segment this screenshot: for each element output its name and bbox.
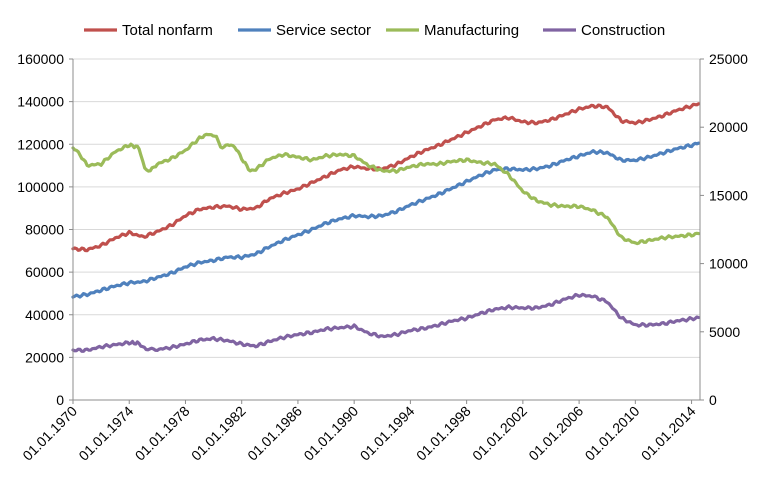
legend-label: Construction: [581, 22, 665, 39]
y-tick-label: 160000: [17, 51, 64, 67]
y-tick-label: 40000: [25, 307, 64, 323]
x-tick-label: 01.01.2002: [469, 403, 530, 464]
y-tick-label: 0: [56, 392, 64, 408]
y2-tick-label: 10000: [709, 256, 748, 272]
series-line-total-nonfarm: [71, 102, 701, 253]
series-line-construction: [71, 292, 701, 353]
legend-label: Total nonfarm: [122, 22, 213, 39]
y2-tick-label: 25000: [709, 51, 748, 67]
x-tick-label: 01.01.1974: [75, 403, 136, 464]
y-tick-label: 120000: [17, 136, 64, 152]
y-tick-label: 140000: [17, 94, 64, 110]
series-line-service-sector: [71, 141, 701, 299]
x-tick-label: 01.01.1978: [132, 403, 193, 464]
x-tick-label: 01.01.1970: [19, 403, 80, 464]
y-tick-label: 20000: [25, 349, 64, 365]
y2-tick-label: 20000: [709, 119, 748, 135]
y-tick-label: 80000: [25, 222, 64, 238]
legend-label: Manufacturing: [424, 22, 519, 39]
x-tick-label: 01.01.1994: [357, 403, 418, 464]
gridlines: [73, 58, 700, 358]
x-tick-label: 01.01.2014: [638, 403, 699, 464]
y-tick-label: 100000: [17, 179, 64, 195]
x-tick-label: 01.01.1982: [188, 403, 249, 464]
y-tick-label: 60000: [25, 264, 64, 280]
x-tick-label: 01.01.2006: [525, 403, 586, 464]
y2-tick-label: 0: [709, 392, 717, 408]
legend-label: Service sector: [276, 22, 371, 39]
axes: 0200004000060000800001000001200001400001…: [17, 51, 748, 464]
x-tick-label: 01.01.1998: [413, 403, 474, 464]
series-line-manufacturing: [71, 132, 701, 246]
x-tick-label: 01.01.1990: [300, 403, 361, 464]
series-layer: [71, 102, 701, 353]
x-tick-label: 01.01.1986: [244, 403, 305, 464]
y2-tick-label: 5000: [709, 324, 740, 340]
x-tick-label: 01.01.2010: [582, 403, 643, 464]
y2-tick-label: 15000: [709, 187, 748, 203]
legend: Total nonfarm Service sector Manufacturing…: [84, 22, 665, 39]
